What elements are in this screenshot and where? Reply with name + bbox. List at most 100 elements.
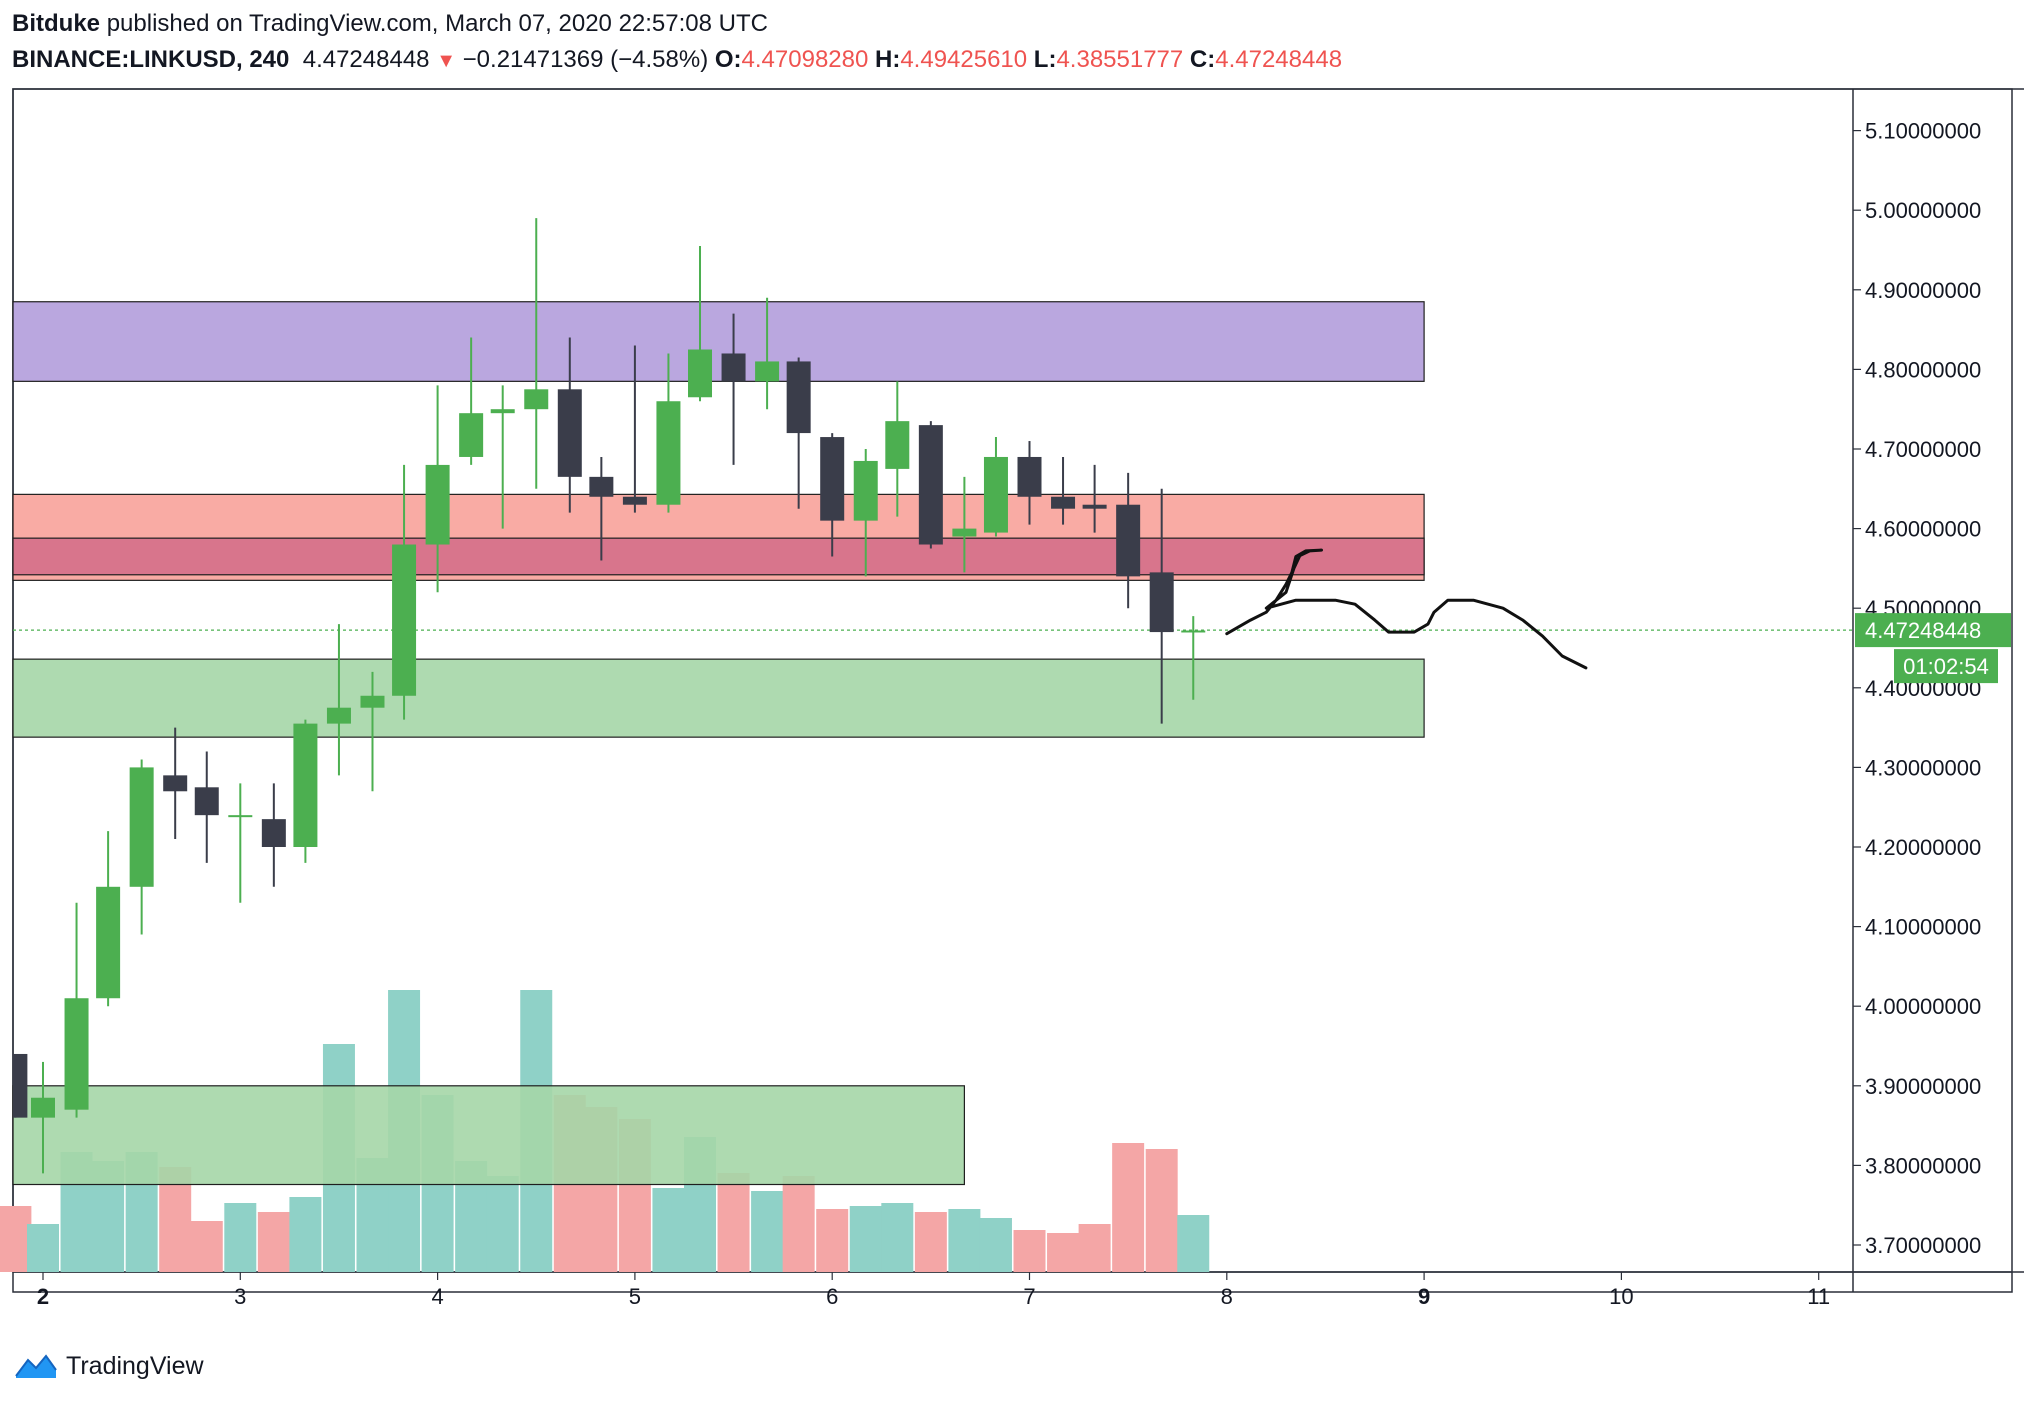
candle[interactable]: [688, 349, 713, 398]
x-tick-label: 6: [826, 1284, 838, 1309]
volume-bar: [486, 1176, 519, 1272]
published-text: published on TradingView.com, March 07, …: [106, 10, 768, 37]
candle[interactable]: [853, 460, 878, 521]
candle[interactable]: [326, 707, 351, 724]
symbol-label[interactable]: BINANCE:LINKUSD, 240: [12, 46, 290, 73]
candle[interactable]: [360, 695, 385, 708]
volume-bar: [816, 1209, 849, 1272]
candle[interactable]: [557, 389, 582, 477]
tradingview-logo-icon: [15, 1354, 57, 1378]
low-value: 4.38551777: [1056, 46, 1184, 73]
volume-bar: [914, 1212, 947, 1272]
candle[interactable]: [885, 421, 910, 469]
volume-bar: [751, 1191, 784, 1272]
candle[interactable]: [656, 401, 681, 505]
candle[interactable]: [755, 361, 780, 382]
candle[interactable]: [228, 815, 253, 818]
candle[interactable]: [1017, 456, 1042, 497]
y-tick-label: 5.10000000: [1865, 119, 1981, 144]
volume-bar: [652, 1188, 685, 1272]
y-tick-label: 4.00000000: [1865, 994, 1981, 1019]
volume-bar: [1145, 1149, 1178, 1272]
volume-bar: [948, 1209, 981, 1272]
price-change: −0.21471369 (−4.58%): [462, 46, 709, 73]
x-tick-label: 7: [1023, 1284, 1035, 1309]
candle[interactable]: [96, 886, 121, 999]
x-tick-label: 3: [234, 1284, 246, 1309]
candle[interactable]: [983, 456, 1008, 533]
dark-red-zone[interactable]: [12, 537, 1425, 576]
candle[interactable]: [1051, 496, 1076, 509]
volume-bar: [782, 1176, 815, 1272]
candle[interactable]: [1116, 504, 1141, 577]
candle[interactable]: [1181, 630, 1206, 633]
y-tick-label: 4.60000000: [1865, 517, 1981, 542]
volume-bar: [1177, 1215, 1210, 1272]
low-label: L:: [1033, 46, 1057, 73]
candle[interactable]: [820, 437, 845, 521]
x-tick-label: 11: [1807, 1284, 1830, 1309]
x-tick-label: 10: [1609, 1284, 1633, 1309]
candle[interactable]: [918, 425, 943, 545]
volume-bar: [717, 1173, 750, 1272]
candle[interactable]: [425, 464, 450, 545]
candle[interactable]: [13, 1053, 28, 1118]
candle[interactable]: [194, 787, 219, 816]
candle[interactable]: [524, 389, 549, 410]
last-price-tag: [1855, 613, 2011, 648]
candle[interactable]: [261, 819, 286, 847]
y-tick-label: 4.20000000: [1865, 835, 1981, 860]
close-value: 4.47248448: [1215, 46, 1343, 73]
candle[interactable]: [1149, 572, 1174, 633]
candle[interactable]: [293, 723, 318, 847]
volume-bar: [979, 1218, 1012, 1272]
last-price-tag-label: 4.47248448: [1865, 618, 1981, 643]
x-tick-label: 4: [431, 1284, 443, 1309]
volume-bar: [224, 1203, 257, 1272]
volume-bar: [1013, 1230, 1046, 1272]
countdown-tag: [1894, 649, 1998, 684]
candle[interactable]: [392, 544, 417, 696]
y-tick-label: 5.00000000: [1865, 198, 1981, 223]
volume-bar: [881, 1203, 914, 1272]
candle[interactable]: [721, 353, 746, 382]
y-tick-label: 3.70000000: [1865, 1233, 1981, 1258]
candle[interactable]: [459, 413, 484, 457]
volume-bar: [190, 1221, 223, 1272]
green-support-zone[interactable]: [12, 658, 1425, 738]
open-label: O:: [714, 46, 742, 73]
volume-bar: [1078, 1224, 1111, 1272]
candle[interactable]: [490, 409, 515, 414]
candle[interactable]: [786, 361, 811, 434]
ohlc-legend: BINANCE:LINKUSD, 240 4.47248448 ▼ −0.214…: [12, 46, 1342, 74]
candle[interactable]: [64, 998, 89, 1110]
high-label: H:: [875, 46, 901, 73]
close-label: C:: [1189, 46, 1216, 73]
y-tick-label: 3.90000000: [1865, 1074, 1981, 1099]
y-tick-label: 3.80000000: [1865, 1153, 1981, 1178]
candle[interactable]: [31, 1097, 55, 1118]
hand-drawn-projection[interactable]: [1225, 548, 1588, 670]
publish-info: Bitduke published on TradingView.com, Ma…: [12, 10, 768, 38]
candle[interactable]: [163, 775, 188, 792]
down-arrow-icon: ▼: [436, 50, 456, 72]
candle[interactable]: [952, 528, 977, 537]
volume-bar: [1047, 1233, 1080, 1272]
volume-bar: [27, 1224, 59, 1272]
volume-bar: [849, 1206, 882, 1272]
purple-resistance-zone[interactable]: [12, 301, 1425, 382]
candle[interactable]: [129, 767, 154, 887]
x-tick-label: 8: [1221, 1284, 1233, 1309]
candle[interactable]: [622, 496, 647, 505]
green-lower-zone[interactable]: [12, 1085, 965, 1186]
candle[interactable]: [589, 476, 614, 497]
candle[interactable]: [1082, 504, 1107, 509]
y-tick-label: 4.10000000: [1865, 915, 1981, 940]
tradingview-brand: TradingView: [66, 1352, 204, 1380]
last-price: 4.47248448: [302, 46, 430, 73]
open-value: 4.47098280: [741, 46, 869, 73]
author-name[interactable]: Bitduke: [12, 10, 101, 37]
y-tick-label: 4.80000000: [1865, 357, 1981, 382]
chart-header: Bitduke published on TradingView.com, Ma…: [12, 6, 2012, 78]
